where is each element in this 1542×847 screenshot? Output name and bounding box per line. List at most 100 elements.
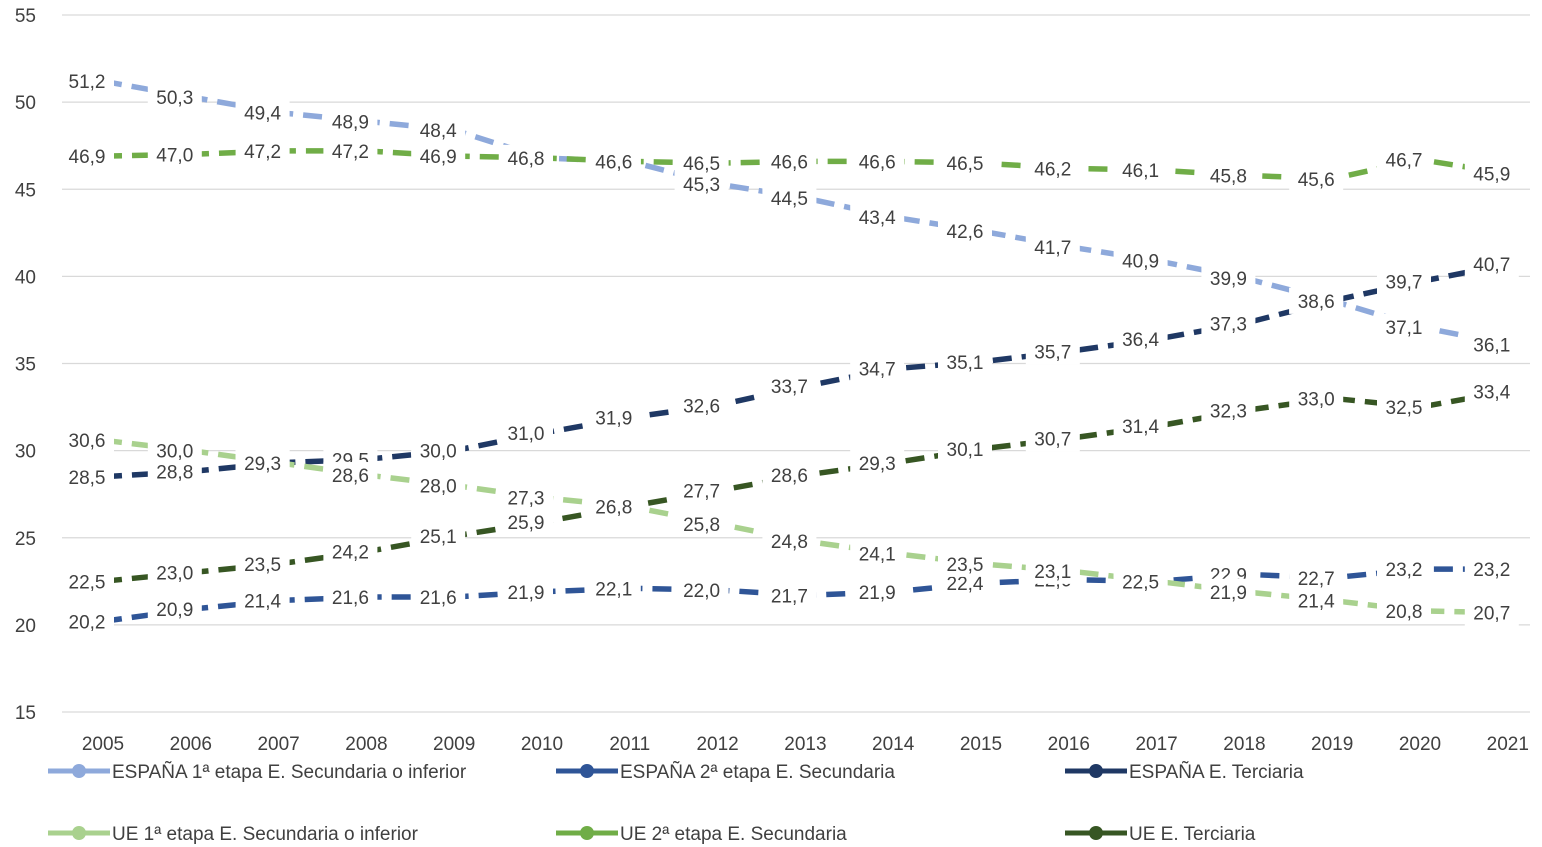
- data-label: 49,4: [244, 104, 281, 125]
- data-label-bg: [60, 143, 114, 170]
- data-label: 47,2: [244, 142, 281, 163]
- data-label: 31,0: [508, 424, 545, 445]
- data-label-bg: [235, 587, 290, 614]
- data-label-bg: [850, 540, 905, 567]
- data-label-bg: [411, 523, 466, 550]
- data-label: 40,9: [1122, 252, 1159, 273]
- legend-item: ESPAÑA E. Terciaria: [1065, 761, 1304, 783]
- data-label: 31,4: [1122, 417, 1159, 438]
- data-label: 46,7: [1386, 151, 1423, 172]
- x-tick-label: 2015: [960, 734, 1002, 755]
- data-label-bg: [850, 204, 905, 231]
- data-label: 22,7: [1298, 569, 1335, 590]
- data-label-bg: [1113, 413, 1168, 440]
- data-label: 22,5: [1122, 572, 1159, 593]
- data-label: 45,8: [1210, 166, 1247, 187]
- data-label: 50,3: [156, 88, 193, 109]
- data-label: 21,9: [859, 583, 896, 604]
- data-label: 21,9: [1210, 583, 1247, 604]
- legend-label: UE E. Terciaria: [1129, 824, 1256, 845]
- data-label-bg: [235, 550, 290, 577]
- data-label: 23,2: [1473, 560, 1510, 581]
- legend-label: ESPAÑA 1ª etapa E. Secundaria o inferior: [112, 761, 467, 783]
- data-label: 37,1: [1386, 318, 1423, 339]
- data-label-bg: [499, 509, 553, 536]
- data-label-bg: [1464, 556, 1519, 583]
- data-label: 46,9: [69, 147, 106, 168]
- data-label-bg: [674, 510, 729, 537]
- data-label: 30,0: [420, 442, 457, 463]
- data-label-bg: [762, 582, 817, 609]
- data-label: 33,7: [771, 377, 808, 398]
- data-label-bg: [1464, 160, 1519, 187]
- data-label: 21,9: [508, 583, 545, 604]
- y-tick-label: 50: [15, 93, 36, 114]
- data-label-bg: [586, 404, 641, 431]
- legend-marker: [72, 764, 86, 778]
- legend-item: UE E. Terciaria: [1065, 824, 1256, 845]
- x-tick-label: 2012: [696, 734, 738, 755]
- data-label: 46,6: [595, 152, 632, 173]
- legend-label: ESPAÑA E. Terciaria: [1129, 761, 1304, 783]
- data-label: 32,5: [1386, 398, 1423, 419]
- data-label-bg: [850, 355, 905, 382]
- data-label: 46,9: [420, 147, 457, 168]
- legend-item: UE 2ª etapa E. Secundaria: [556, 824, 847, 845]
- y-tick-label: 55: [15, 6, 36, 27]
- data-label: 46,2: [1034, 159, 1071, 180]
- data-label: 35,1: [947, 353, 984, 374]
- data-label: 28,0: [420, 476, 457, 497]
- data-label: 51,2: [69, 72, 106, 93]
- data-label: 46,5: [683, 154, 720, 175]
- data-label: 30,6: [69, 431, 106, 452]
- x-tick-label: 2007: [257, 734, 299, 755]
- data-label: 24,8: [771, 532, 808, 553]
- data-label: 22,0: [683, 581, 720, 602]
- data-label: 22,4: [947, 574, 984, 595]
- data-label: 20,7: [1473, 604, 1510, 625]
- data-label-bg: [1113, 157, 1168, 184]
- data-label-bg: [1464, 251, 1519, 278]
- y-tick-label: 20: [15, 616, 36, 637]
- data-label-bg: [323, 108, 378, 135]
- data-label: 24,1: [859, 544, 896, 565]
- x-tick-label: 2020: [1399, 734, 1441, 755]
- data-label-bg: [499, 144, 553, 171]
- data-label: 36,4: [1122, 330, 1159, 351]
- data-label: 21,4: [1298, 591, 1335, 612]
- data-label: 32,6: [683, 396, 720, 417]
- data-label-bg: [850, 148, 905, 175]
- data-label-bg: [1289, 165, 1344, 192]
- data-label-bg: [1289, 564, 1344, 591]
- data-label-bg: [1025, 155, 1080, 182]
- data-label: 39,7: [1386, 273, 1423, 294]
- y-tick-label: 30: [15, 442, 36, 463]
- data-label-bg: [1201, 162, 1256, 189]
- x-tick-label: 2013: [784, 734, 826, 755]
- gridlines: [62, 14, 1530, 713]
- data-label-bg: [1377, 556, 1431, 583]
- x-tick-label: 2008: [345, 734, 387, 755]
- data-label-bg: [850, 449, 905, 476]
- data-label-bg: [938, 550, 992, 577]
- data-label-bg: [235, 99, 290, 126]
- data-label-bg: [60, 427, 114, 454]
- data-label-bg: [411, 583, 466, 610]
- data-label: 46,6: [771, 152, 808, 173]
- legend-marker: [580, 764, 594, 778]
- data-label-bg: [1377, 268, 1431, 295]
- data-label: 23,1: [1034, 562, 1071, 583]
- data-label-bg: [762, 462, 817, 489]
- data-label: 21,4: [244, 591, 281, 612]
- data-label: 28,8: [156, 463, 193, 484]
- data-label-bg: [499, 420, 553, 447]
- data-label: 45,3: [683, 175, 720, 196]
- data-label-bg: [323, 137, 378, 164]
- data-label-bg: [762, 528, 817, 555]
- data-label-bg: [1377, 597, 1431, 624]
- data-label: 30,0: [156, 442, 193, 463]
- data-label: 23,2: [1386, 560, 1423, 581]
- data-label: 20,2: [69, 612, 106, 633]
- data-label: 22,1: [595, 579, 632, 600]
